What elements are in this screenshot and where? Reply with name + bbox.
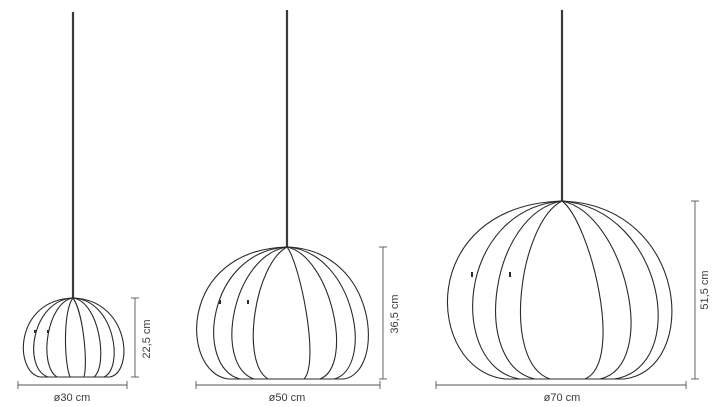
lamp-small-diameter-label: ø30 cm	[54, 392, 91, 404]
lamp-small-height-label: 22,5 cm	[141, 319, 153, 358]
lamp-small: ø30 cm 22,5 cm	[17, 12, 153, 404]
lamp-medium-height-label: 36,5 cm	[389, 294, 401, 333]
lamp-medium-shade	[196, 246, 369, 380]
lamp-small-shade	[22, 297, 125, 378]
lamp-large-height-label: 51,5 cm	[699, 270, 711, 309]
lamp-medium: ø50 cm 36,5 cm	[195, 10, 401, 404]
lamp-medium-diameter-label: ø50 cm	[269, 392, 306, 404]
lamp-large-shade	[446, 200, 673, 380]
lamp-large-diameter-label: ø70 cm	[544, 392, 581, 404]
lamp-large: ø70 cm 51,5 cm	[435, 10, 711, 404]
